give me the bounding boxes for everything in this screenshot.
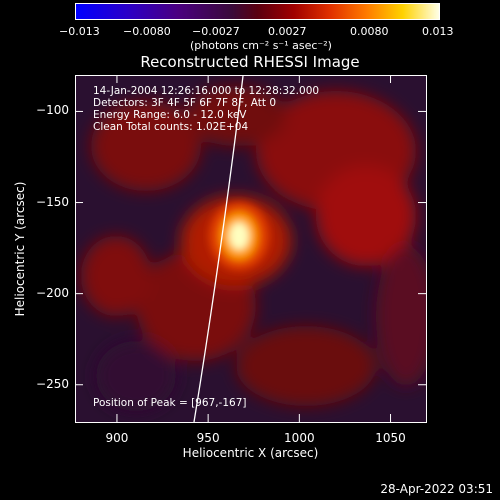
colorbar	[75, 3, 440, 20]
colorbar-tick-4: 0.0027	[268, 25, 307, 38]
colorbar-tick-3: −0.0027	[192, 25, 240, 38]
x-axis-label: Heliocentric X (arcsec)	[0, 447, 500, 459]
y-tick-label: −250	[36, 376, 69, 391]
colorbar-tick-6: 0.013	[422, 25, 454, 38]
x-axis-label-text: Heliocentric X (arcsec)	[182, 446, 319, 460]
y-axis-label: Heliocentric Y (arcsec)	[13, 181, 27, 317]
x-tick-label: 1050	[375, 431, 406, 445]
y-tick-label: −150	[36, 194, 69, 209]
x-tick-label: 950	[196, 431, 220, 445]
x-tick-label: 900	[105, 431, 129, 445]
footer-date: 28-Apr-2022 03:51	[380, 482, 493, 496]
y-tick-label: −100	[36, 103, 69, 118]
colorbar-tick-5: 0.0080	[350, 25, 389, 38]
heatmap-svg	[76, 76, 426, 422]
colorbar-units: (photons cm⁻² s⁻¹ asec⁻²)	[190, 39, 332, 52]
colorbar-tick-1: −0.013	[59, 25, 100, 38]
annotation-peak: Position of Peak = [967,-167]	[93, 397, 247, 409]
plot-area: 14-Jan-2004 12:26:16.000 to 12:28:32.000…	[75, 75, 427, 423]
x-tick-label: 1000	[284, 431, 315, 445]
annotation-energy: Energy Range: 6.0 - 12.0 keV	[93, 109, 247, 121]
solar-limb	[193, 76, 244, 422]
y-tick-label: −200	[36, 285, 69, 300]
chart-title: Reconstructed RHESSI Image	[140, 53, 360, 71]
colorbar-tick-2: −0.0080	[123, 25, 171, 38]
emission-regions	[81, 86, 426, 411]
annotation-time: 14-Jan-2004 12:26:16.000 to 12:28:32.000	[93, 85, 320, 97]
annotation-detectors: Detectors: 3F 4F 5F 6F 7F 8F, Att 0	[93, 97, 277, 109]
annotation-method: Clean Total counts: 1.02E+04	[93, 121, 249, 133]
